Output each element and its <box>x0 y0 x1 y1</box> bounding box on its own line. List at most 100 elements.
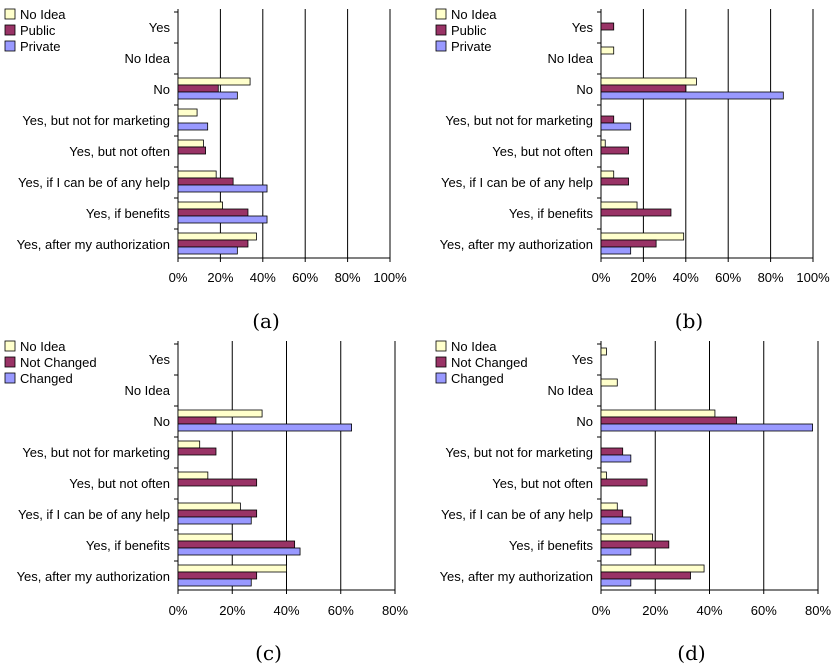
bar <box>600 139 606 148</box>
x-tick-label: 80% <box>382 603 408 618</box>
legend-label: Changed <box>451 371 504 386</box>
bar <box>600 571 691 580</box>
bar <box>177 246 238 255</box>
legend-swatch <box>435 356 447 368</box>
bar <box>177 471 209 480</box>
category-label: Yes, but not often <box>492 476 593 491</box>
category-label: Yes, if benefits <box>86 538 171 553</box>
chart-panel-b: 0% 20% 40% 60% 80% 100% Yes No Idea No Yes, but n… <box>435 7 830 333</box>
category-label: Yes, after my authorization <box>17 237 170 252</box>
bar <box>177 578 252 587</box>
x-tick-label: 20% <box>642 603 668 618</box>
x-tick-label: 20% <box>207 270 233 285</box>
legend-label: Changed <box>20 371 73 386</box>
category-label: Yes, but not often <box>492 144 593 159</box>
x-tick-label: 60% <box>328 603 354 618</box>
x-tick-label: 0% <box>169 270 188 285</box>
legend-label: Private <box>451 39 491 54</box>
category-label: No <box>576 414 593 429</box>
bar <box>600 115 615 124</box>
legend-swatch <box>4 356 16 368</box>
bar <box>177 416 217 425</box>
x-tick-label: 20% <box>219 603 245 618</box>
category-label: Yes <box>572 20 594 35</box>
bar <box>600 246 632 255</box>
legend-swatch <box>4 40 16 52</box>
x-tick-label: 20% <box>630 270 656 285</box>
bar <box>177 239 249 248</box>
bar <box>177 184 268 193</box>
category-label: Yes <box>149 20 171 35</box>
bar <box>600 77 697 86</box>
x-tick-label: 60% <box>292 270 318 285</box>
category-label: Yes, after my authorization <box>440 237 593 252</box>
bar <box>600 502 618 511</box>
category-label: Yes, but not for marketing <box>445 113 593 128</box>
bar <box>600 540 670 549</box>
chart-panel-c: 0% 20% 40% 60% 80% Yes No Idea No Yes, but not f… <box>4 339 408 665</box>
legend-swatch <box>4 372 16 384</box>
category-label: Yes, if I can be of any help <box>18 507 170 522</box>
legend-label: No Idea <box>20 7 66 22</box>
x-tick-label: 40% <box>273 603 299 618</box>
category-label: Yes, if benefits <box>86 206 171 221</box>
bar <box>600 509 624 518</box>
category-label: Yes, but not often <box>69 476 170 491</box>
legend-swatch <box>4 24 16 36</box>
bar <box>600 516 632 525</box>
bar <box>177 208 249 217</box>
category-label: No Idea <box>547 383 593 398</box>
bar <box>600 46 615 55</box>
bar <box>177 547 301 556</box>
legend-label: Not Changed <box>20 355 97 370</box>
x-tick-label: 80% <box>335 270 361 285</box>
x-tick-label: 40% <box>673 270 699 285</box>
bar <box>600 409 716 418</box>
bar <box>600 378 618 387</box>
bar <box>177 77 251 86</box>
bar <box>177 170 217 179</box>
bar <box>177 139 204 148</box>
bar <box>600 146 629 155</box>
bar <box>600 454 632 463</box>
bar <box>600 347 607 356</box>
x-tick-label: 60% <box>751 603 777 618</box>
category-label: Yes, if I can be of any help <box>441 507 593 522</box>
category-label: No <box>153 82 170 97</box>
category-label: Yes, but not for marketing <box>22 113 170 128</box>
bar <box>177 509 258 518</box>
panel-caption: (b) <box>675 309 703 333</box>
category-label: Yes, after my authorization <box>17 569 170 584</box>
bar <box>600 239 657 248</box>
bar <box>177 533 233 542</box>
category-label: No <box>576 82 593 97</box>
bar <box>177 423 353 432</box>
bar <box>177 478 258 487</box>
bar <box>600 201 638 210</box>
bar <box>600 170 615 179</box>
bar <box>177 409 263 418</box>
bar <box>600 423 813 432</box>
category-label: Yes, if benefits <box>509 206 594 221</box>
bar <box>600 478 648 487</box>
bar <box>600 564 705 573</box>
category-label: Yes <box>149 352 171 367</box>
category-label: Yes <box>572 352 594 367</box>
category-label: Yes, if I can be of any help <box>441 175 593 190</box>
x-tick-label: 80% <box>758 270 784 285</box>
category-label: No Idea <box>124 51 170 66</box>
legend-label: No Idea <box>451 7 497 22</box>
bar <box>177 571 258 580</box>
x-tick-label: 0% <box>592 270 611 285</box>
legend-label: Public <box>451 23 487 38</box>
bar <box>177 232 257 241</box>
x-tick-label: 60% <box>715 270 741 285</box>
bar <box>177 440 201 449</box>
bar <box>600 232 685 241</box>
bar <box>600 22 615 31</box>
bar <box>600 447 624 456</box>
